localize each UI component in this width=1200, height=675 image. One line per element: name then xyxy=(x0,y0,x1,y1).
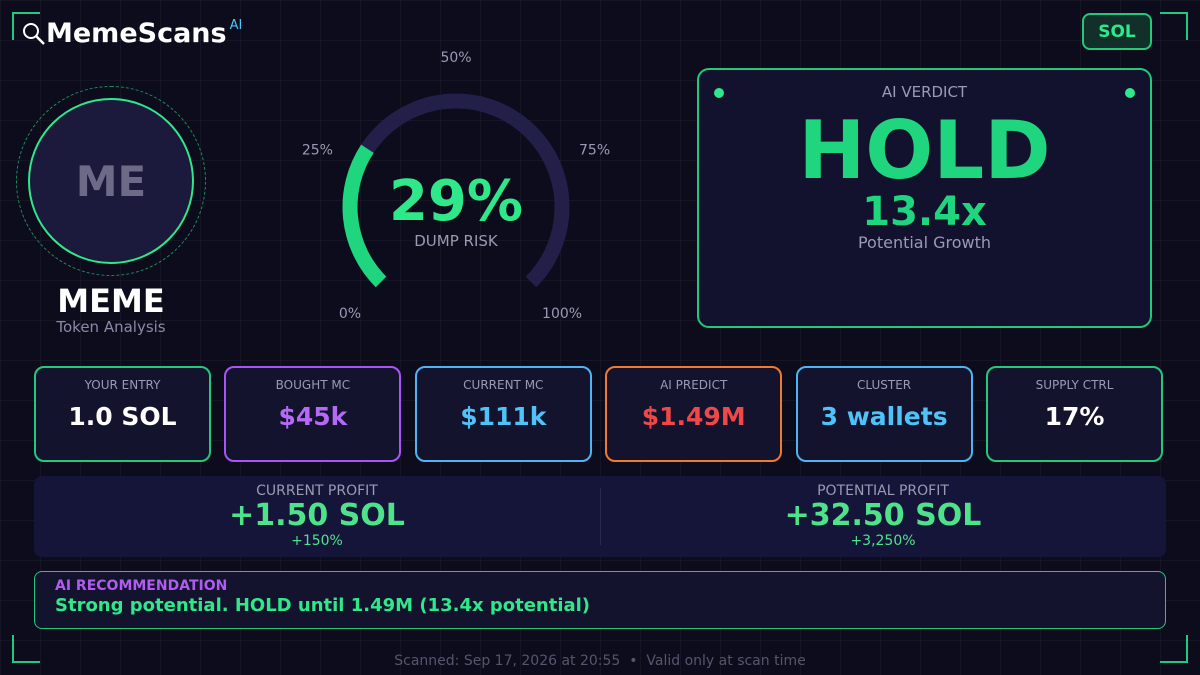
search-icon xyxy=(23,23,45,45)
corner xyxy=(1160,635,1188,663)
profit-percent: +3,250% xyxy=(850,533,916,549)
stat-card: AI PREDICT $1.49M xyxy=(605,366,783,462)
scan-time: Scanned: Sep 17, 2026 at 20:55 xyxy=(394,653,621,669)
gauge-tick-label: 0% xyxy=(339,306,361,322)
stat-value: $45k xyxy=(278,402,348,431)
profit-value: +1.50 SOL xyxy=(229,498,405,533)
brand: MemeScans AI xyxy=(22,18,242,49)
profit-label: POTENTIAL PROFIT xyxy=(817,483,949,499)
stat-value: 3 wallets xyxy=(820,402,948,431)
scan-note: Valid only at scan time xyxy=(646,653,806,669)
stat-value: 1.0 SOL xyxy=(68,402,177,431)
stat-value: $111k xyxy=(460,402,547,431)
footer: Scanned: Sep 17, 2026 at 20:55 • Valid o… xyxy=(0,653,1200,669)
dot xyxy=(1125,88,1135,98)
recommendation: AI RECOMMENDATION Strong potential. HOLD… xyxy=(34,571,1166,629)
verdict-panel: AI VERDICT HOLD 13.4x Potential Growth xyxy=(697,68,1152,328)
stat-label: AI PREDICT xyxy=(660,378,728,392)
chain-badge[interactable]: SOL xyxy=(1082,13,1152,50)
token-avatar: ME xyxy=(28,98,194,264)
gauge-tick-label: 100% xyxy=(542,306,582,322)
profit-panel: CURRENT PROFIT +1.50 SOL +150% POTENTIAL… xyxy=(34,476,1166,557)
profit-column: POTENTIAL PROFIT +32.50 SOL +3,250% xyxy=(600,476,1166,549)
stat-label: YOUR ENTRY xyxy=(84,378,161,392)
gauge: 100% 75% 50% 25% 0% 29% DUMP RISK xyxy=(302,50,610,322)
profit-label: CURRENT PROFIT xyxy=(256,483,378,499)
gauge-value-arc xyxy=(342,144,387,288)
stat-value: $1.49M xyxy=(641,402,746,431)
stat-label: BOUGHT MC xyxy=(275,378,351,392)
corner xyxy=(12,12,40,40)
stat-card: CLUSTER 3 wallets xyxy=(795,366,973,462)
stat-card: SUPPLY CTRL 17% xyxy=(986,366,1163,462)
profit-percent: +150% xyxy=(291,533,343,549)
recommendation-text: Strong potential. HOLD until 1.49M (13.4… xyxy=(55,595,591,616)
stat-label: SUPPLY CTRL xyxy=(1035,378,1114,392)
gauge-tick-label: 75% xyxy=(579,143,610,159)
brand-badge: AI xyxy=(229,18,243,33)
gauge-tick-label: 25% xyxy=(302,143,333,159)
stat-card: YOUR ENTRY 1.0 SOL xyxy=(34,366,211,462)
token-subtitle: Token Analysis xyxy=(56,318,166,336)
corner xyxy=(1160,12,1188,40)
profit-value: +32.50 SOL xyxy=(784,498,982,533)
dot xyxy=(714,88,724,98)
stat-card: BOUGHT MC $45k xyxy=(224,366,402,462)
corner xyxy=(12,635,40,663)
stat-value: 17% xyxy=(1044,402,1105,431)
separator: • xyxy=(624,653,642,669)
token-symbol: MEME xyxy=(57,282,165,320)
verdict-title: AI VERDICT xyxy=(881,83,968,101)
stat-label: CLUSTER xyxy=(857,378,912,392)
stat-card: CURRENT MC $111k xyxy=(414,366,592,462)
gauge-value: 29% xyxy=(389,169,523,234)
verdict-multiplier: 13.4x xyxy=(862,189,987,235)
gauge-caption: DUMP RISK xyxy=(414,232,499,250)
avatar-ring xyxy=(16,86,206,276)
verdict-caption: Potential Growth xyxy=(857,233,992,252)
gauge-tick-label: 50% xyxy=(440,50,471,66)
stat-label: CURRENT MC xyxy=(463,378,544,392)
brand-name: MemeScans xyxy=(46,18,227,49)
recommendation-title: AI RECOMMENDATION xyxy=(55,578,228,594)
verdict-decision: HOLD xyxy=(798,104,1051,197)
profit-column: CURRENT PROFIT +1.50 SOL +150% xyxy=(34,476,600,549)
divider xyxy=(600,488,601,545)
